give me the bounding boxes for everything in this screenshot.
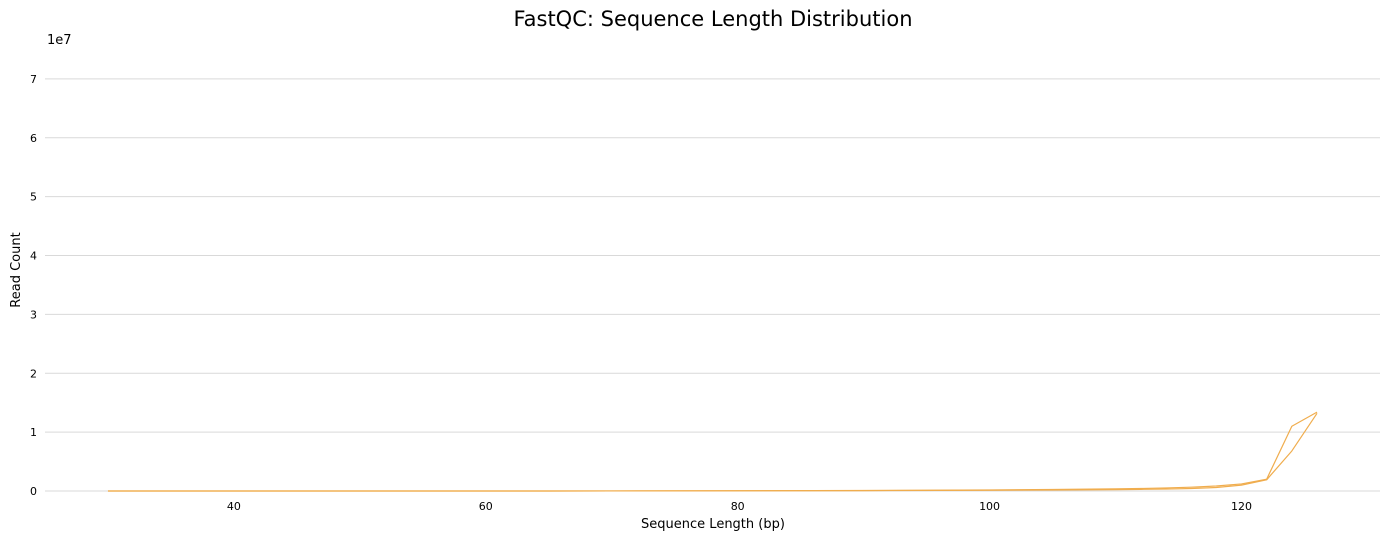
series-line-2 [107,411,1318,492]
x-tick-label: 80 [731,500,745,513]
y-tick-label: 1 [30,426,37,439]
y-tick-label: 3 [30,308,37,321]
y-axis-label: Read Count [9,232,24,307]
series-line-1 [107,412,1318,492]
y-tick-label: 0 [30,485,37,498]
y-tick-labels: 0 1 2 3 4 5 6 7 [30,73,37,498]
y-tick-label: 2 [30,367,37,380]
x-tick-label: 120 [1231,500,1252,513]
chart-title: FastQC: Sequence Length Distribution [513,7,912,31]
series-lines [107,411,1318,492]
y-axis-exponent: 1e7 [47,33,72,48]
y-tick-label: 4 [30,250,37,263]
y-tick-label: 5 [30,191,37,204]
y-tick-label: 7 [30,73,37,86]
x-tick-label: 100 [979,500,1000,513]
x-tick-labels: 40 60 80 100 120 [227,500,1252,513]
y-tick-label: 6 [30,132,37,145]
x-axis-label: Sequence Length (bp) [641,517,785,532]
gridlines [45,78,1380,492]
x-tick-label: 60 [479,500,493,513]
x-tick-label: 40 [227,500,241,513]
